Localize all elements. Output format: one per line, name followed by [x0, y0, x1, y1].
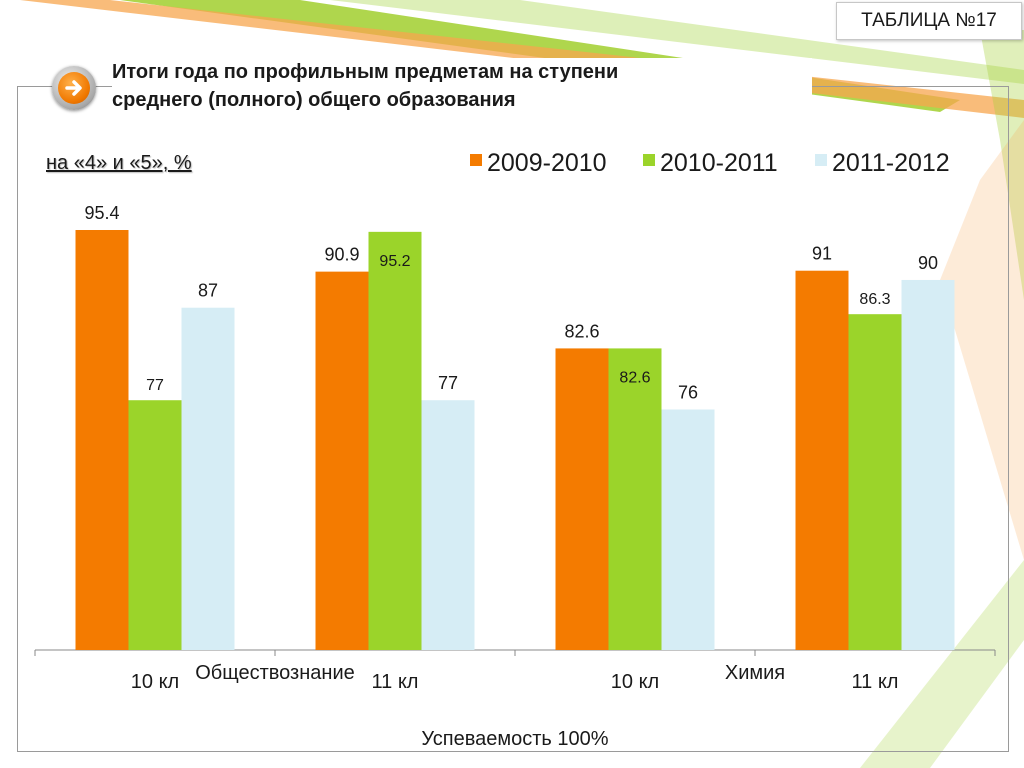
deco-right-orange-band	[940, 120, 1024, 560]
x-tick-label: 10 кл	[131, 671, 179, 693]
legend-swatch-1	[470, 154, 482, 166]
bar-1-2	[315, 271, 369, 650]
legend-swatch-2	[643, 154, 655, 166]
data-label: 77	[146, 377, 164, 394]
data-label: 86.3	[859, 291, 890, 308]
data-label: 95.4	[84, 203, 119, 223]
title-line-2: среднего (полного) общего образования	[112, 89, 516, 111]
data-label: 77	[438, 373, 458, 393]
data-label: 90.9	[324, 245, 359, 265]
bar-3-4	[901, 279, 955, 650]
deco-bottom-green-band	[860, 560, 1024, 768]
bar-2-2	[368, 231, 422, 650]
title-line-1: Итоги года по профильным предметам на ст…	[112, 61, 619, 83]
deco-light-green-stripe	[330, 0, 1024, 84]
group-label: Обществознание	[195, 662, 355, 684]
bar-2-1	[128, 400, 182, 650]
data-label: 90	[918, 253, 938, 273]
group-label: Химия	[725, 662, 785, 684]
data-label: 95.2	[379, 253, 410, 270]
x-tick-label: 11 кл	[372, 671, 419, 693]
bar-3-2	[421, 400, 475, 650]
data-label: 91	[812, 244, 832, 264]
legend-label-1: 2009-2010	[487, 149, 607, 177]
nav-button[interactable]	[52, 66, 96, 110]
legend-label-3: 2011-2012	[832, 149, 950, 177]
bar-3-3	[661, 409, 715, 650]
data-label: 87	[198, 281, 218, 301]
table-number-badge: ТАБЛИЦА №17	[836, 2, 1022, 40]
x-axis-title: Успеваемость 100%	[421, 728, 608, 750]
chart-subtitle: на «4» и «5», %	[46, 152, 192, 174]
x-tick-label: 10 кл	[611, 671, 659, 693]
bar-1-3	[555, 348, 609, 650]
data-label: 76	[678, 382, 698, 402]
slide-title: Итоги года по профильным предметам на ст…	[112, 58, 812, 114]
data-label: 82.6	[564, 321, 599, 341]
bar-2-3	[608, 348, 662, 650]
legend-label-2: 2010-2011	[660, 149, 778, 177]
bar-3-1	[181, 307, 235, 650]
legend-swatch-3	[815, 154, 827, 166]
deco-right-green-band	[980, 30, 1024, 300]
data-label: 82.6	[619, 369, 650, 386]
bar-1-1	[75, 230, 129, 650]
arrow-right-icon	[65, 80, 82, 96]
bar-1-4	[795, 270, 849, 650]
bar-2-4	[848, 314, 902, 650]
x-tick-label: 11 кл	[852, 671, 899, 693]
